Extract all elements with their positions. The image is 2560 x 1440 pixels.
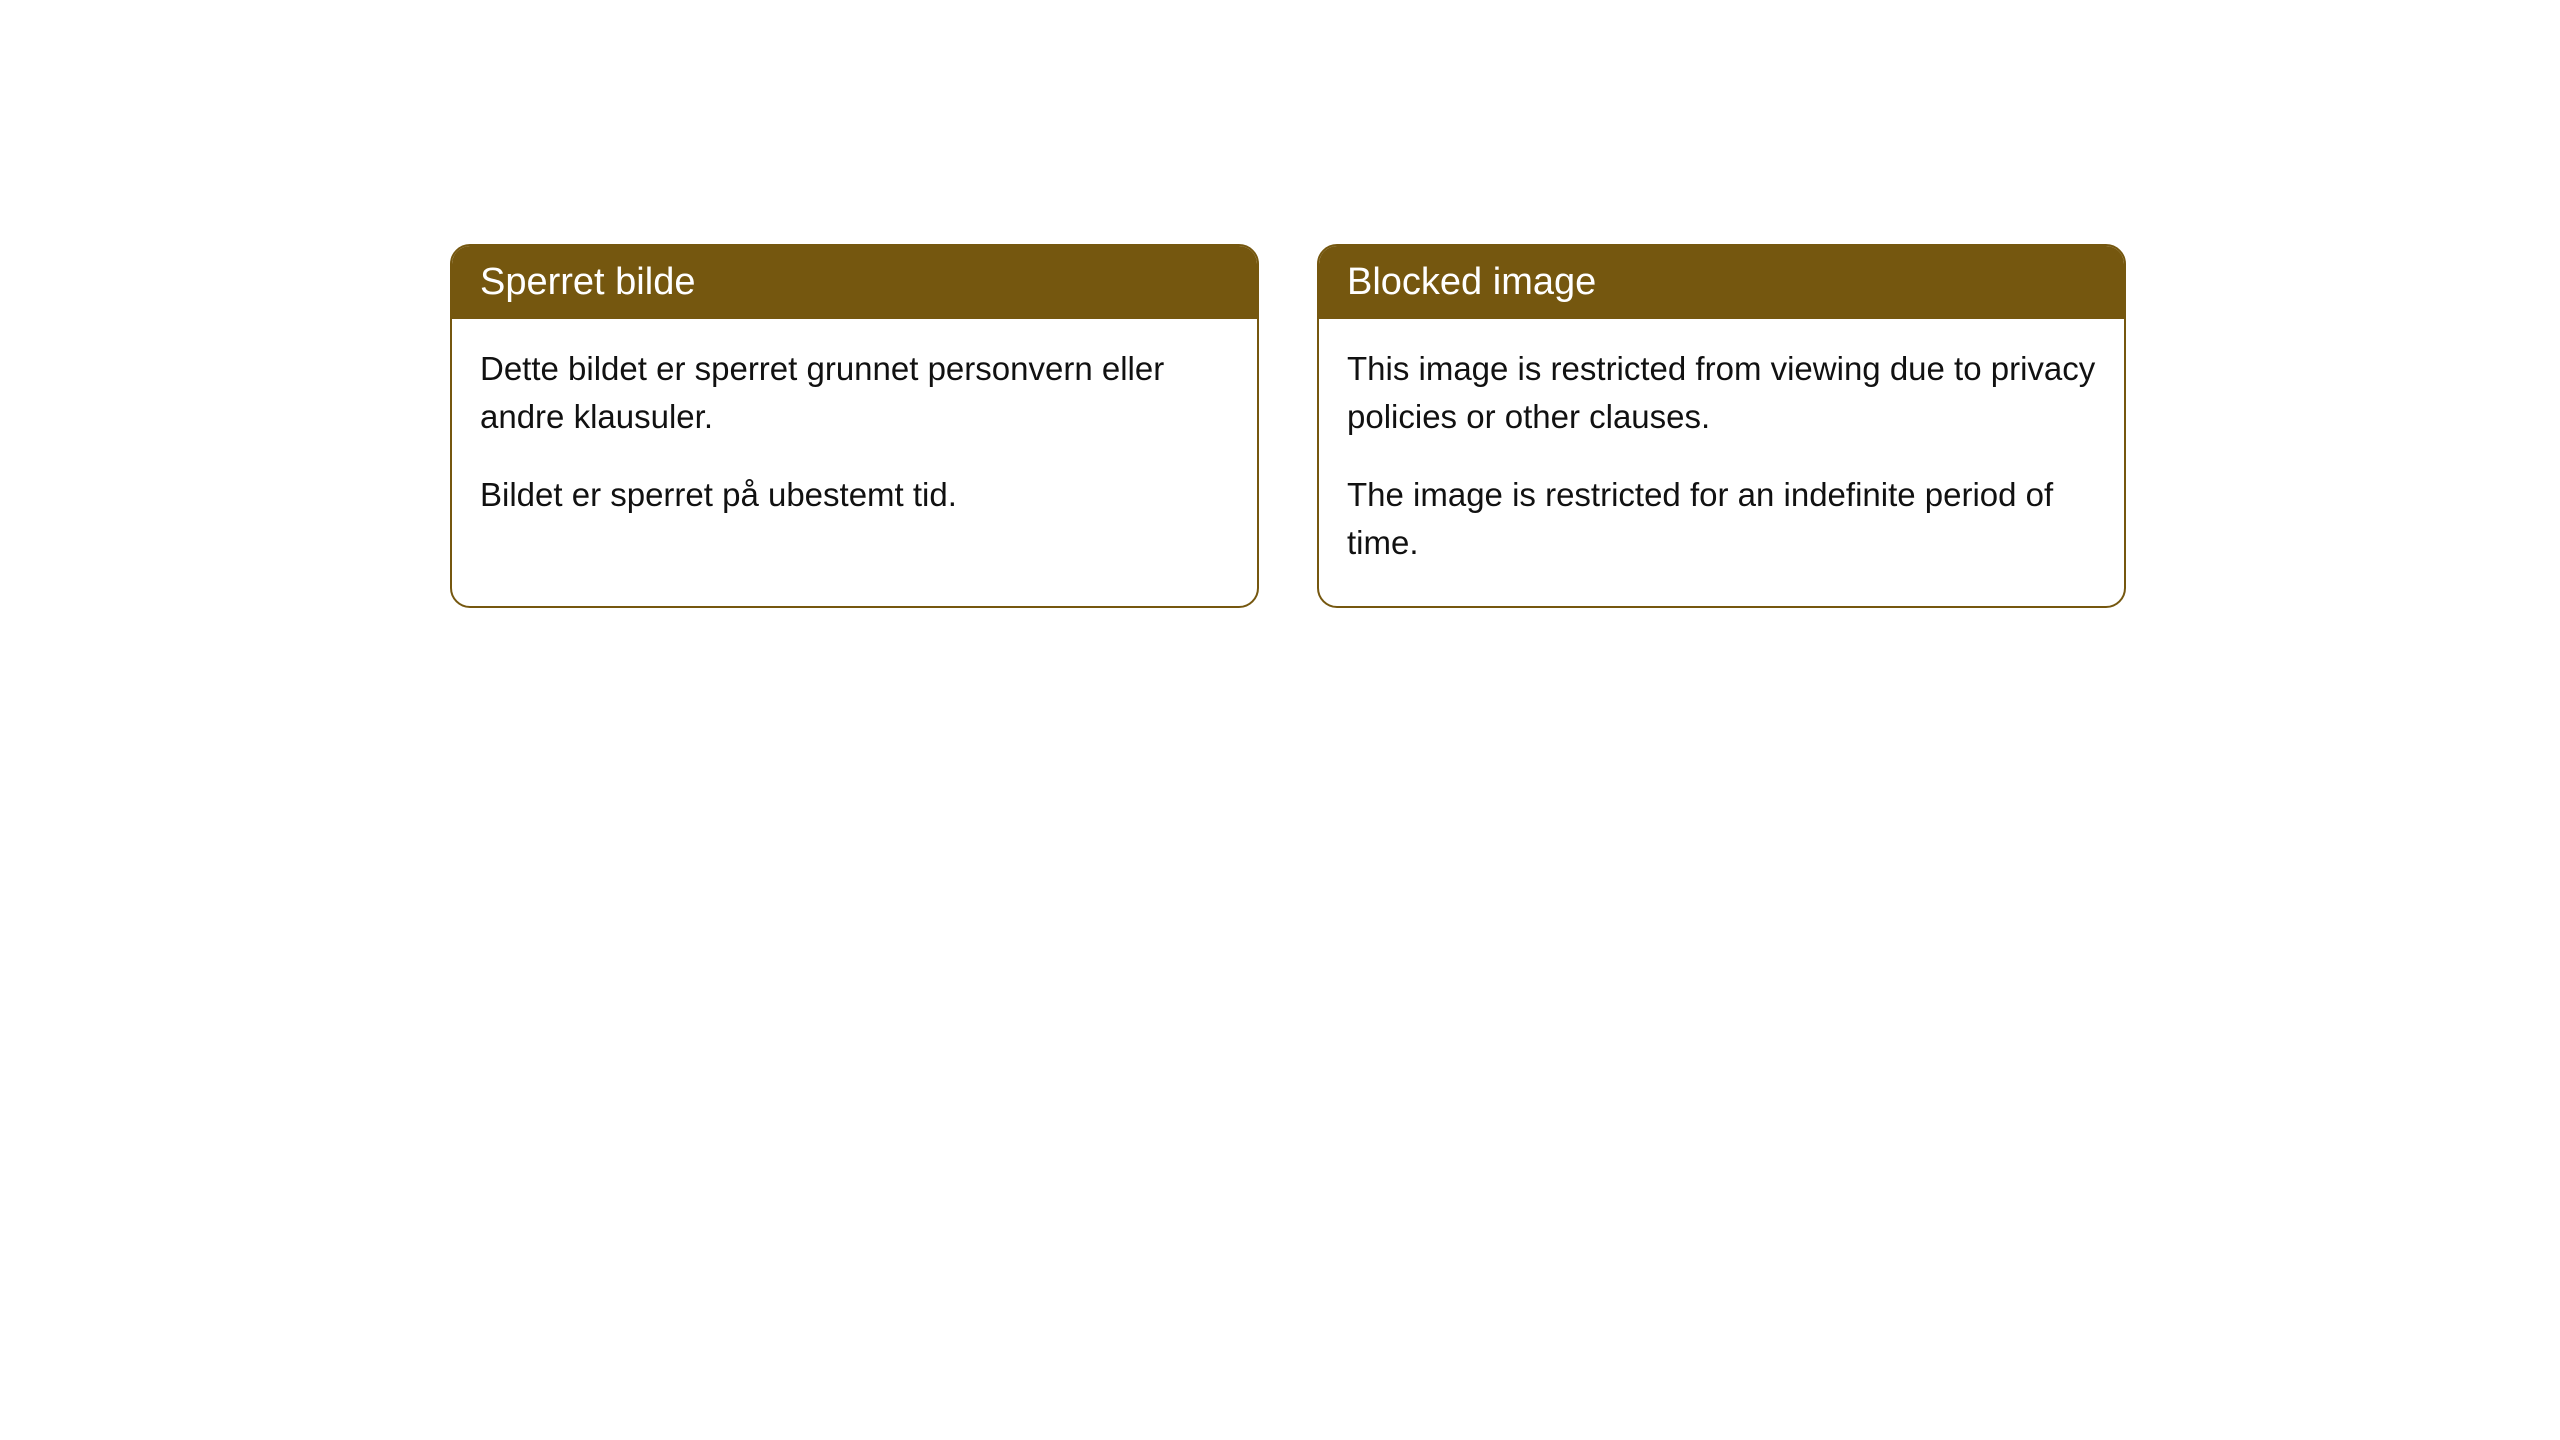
card-title: Sperret bilde	[452, 246, 1257, 319]
card-body: Dette bildet er sperret grunnet personve…	[452, 319, 1257, 559]
notice-card-norwegian: Sperret bilde Dette bildet er sperret gr…	[450, 244, 1259, 608]
card-paragraph: The image is restricted for an indefinit…	[1347, 471, 2096, 567]
notice-card-english: Blocked image This image is restricted f…	[1317, 244, 2126, 608]
card-paragraph: Dette bildet er sperret grunnet personve…	[480, 345, 1229, 441]
notice-cards-container: Sperret bilde Dette bildet er sperret gr…	[0, 0, 2560, 608]
card-title: Blocked image	[1319, 246, 2124, 319]
card-body: This image is restricted from viewing du…	[1319, 319, 2124, 606]
card-paragraph: This image is restricted from viewing du…	[1347, 345, 2096, 441]
card-paragraph: Bildet er sperret på ubestemt tid.	[480, 471, 1229, 519]
